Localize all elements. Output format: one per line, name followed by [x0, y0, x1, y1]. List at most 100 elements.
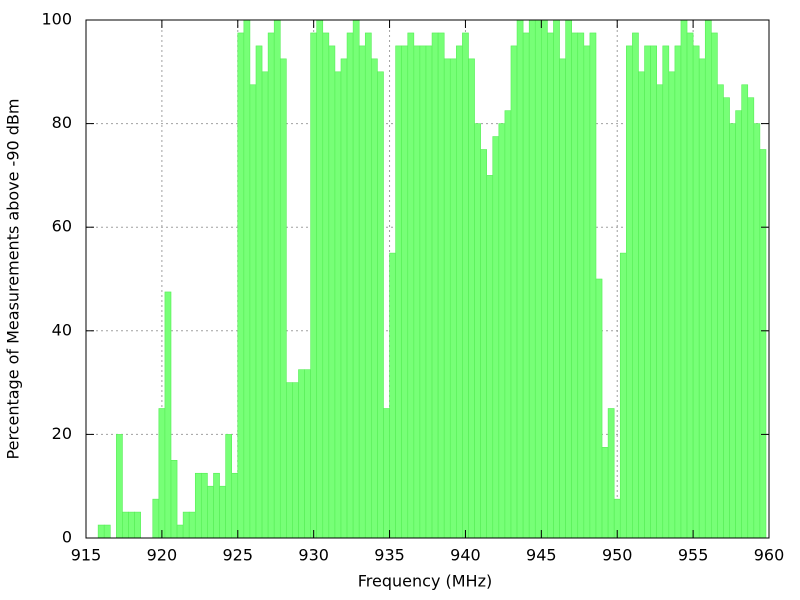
bar: [237, 32, 245, 539]
bar: [668, 71, 676, 539]
bar: [601, 447, 609, 539]
bar: [413, 45, 421, 539]
bar: [480, 149, 487, 539]
bar: [158, 408, 166, 539]
bar: [486, 175, 494, 539]
bar: [680, 19, 688, 539]
bar: [273, 19, 281, 539]
bar: [437, 32, 445, 539]
bar: [322, 32, 330, 539]
bar: [644, 45, 651, 539]
bar: [504, 110, 512, 539]
bar: [674, 45, 682, 539]
bar: [316, 19, 324, 539]
bar: [698, 58, 706, 539]
bar: [468, 58, 475, 539]
bar: [741, 84, 749, 539]
bar: [553, 19, 560, 539]
bar: [723, 97, 730, 539]
y-tick-label: 20: [52, 424, 72, 443]
bar: [717, 84, 724, 539]
bar: [522, 32, 530, 539]
y-axis-label: Percentage of Measurements above -90 dBm: [4, 99, 23, 460]
bar: [340, 58, 348, 539]
bar: [304, 369, 311, 539]
bar: [97, 524, 105, 539]
bar: [462, 32, 469, 539]
y-tick-label: 100: [41, 10, 72, 29]
bar: [389, 252, 396, 539]
x-tick-label: 950: [602, 546, 633, 565]
bar: [528, 19, 536, 539]
bar: [267, 32, 275, 539]
bar: [541, 19, 548, 539]
bar: [207, 485, 214, 539]
bar: [632, 32, 639, 539]
bar: [419, 45, 427, 539]
y-tick-label: 0: [62, 528, 72, 547]
bar: [626, 45, 633, 539]
bar: [219, 485, 226, 539]
bar: [565, 19, 572, 539]
bar: [182, 511, 190, 539]
bar: [456, 45, 463, 539]
bar: [753, 123, 761, 539]
bar: [122, 511, 129, 539]
bar: [298, 369, 305, 539]
bar: [328, 45, 336, 539]
bar: [656, 84, 664, 539]
bar: [134, 511, 141, 539]
x-tick-label: 960: [754, 546, 785, 565]
bar: [534, 19, 542, 539]
bar: [346, 32, 354, 539]
y-tick-label: 60: [52, 217, 72, 236]
y-tick-label: 40: [52, 320, 72, 339]
x-tick-label: 940: [450, 546, 481, 565]
bar: [559, 58, 566, 539]
bar: [128, 511, 135, 539]
bar: [759, 149, 767, 539]
bar: [194, 472, 202, 539]
bar: [638, 71, 645, 539]
bar: [577, 32, 585, 539]
bar: [729, 123, 736, 539]
bar: [231, 472, 239, 539]
bar: [619, 252, 627, 539]
bar: [704, 19, 712, 539]
bar: [747, 97, 755, 539]
x-tick-label: 945: [526, 546, 557, 565]
bar: [103, 524, 111, 539]
bar: [352, 19, 360, 539]
bar: [711, 32, 718, 539]
x-tick-label: 925: [223, 546, 254, 565]
bar: [686, 32, 694, 539]
bar: [589, 32, 597, 539]
x-axis-label: Frequency (MHz): [358, 572, 492, 591]
x-tick-label: 935: [374, 546, 405, 565]
bar: [401, 45, 409, 539]
bar: [735, 110, 742, 539]
bar: [152, 498, 160, 539]
bar: [310, 32, 318, 539]
bar: [431, 32, 439, 539]
y-tick-label: 80: [52, 113, 72, 132]
bar: [201, 472, 208, 539]
bar: [474, 123, 481, 539]
bar: [292, 382, 299, 539]
bar: [243, 19, 251, 539]
bar: [383, 408, 390, 539]
bar: [498, 123, 506, 539]
bar: [371, 58, 378, 539]
x-tick-label: 955: [678, 546, 709, 565]
bar: [261, 71, 269, 539]
bar: [547, 32, 554, 539]
bar: [607, 408, 615, 539]
bar: [255, 45, 263, 539]
bar: [443, 58, 451, 539]
bar: [377, 71, 384, 539]
bar: [425, 45, 433, 539]
bar: [279, 58, 287, 539]
bar: [170, 459, 178, 539]
bar: [358, 45, 366, 539]
